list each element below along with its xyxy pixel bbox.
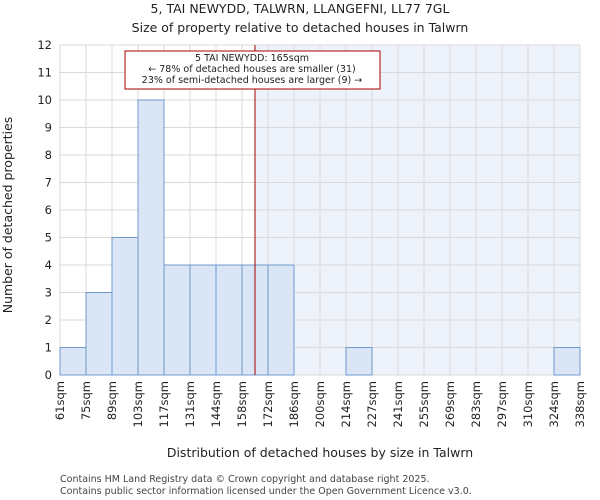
y-tick-label: 0 (45, 368, 52, 382)
bar (59, 347, 87, 376)
bar (111, 237, 139, 376)
annotation-line-3: 23% of semi-detached houses are larger (… (142, 75, 362, 86)
y-tick-label: 2 (45, 313, 52, 327)
annotation-line-1: 5 TAI NEWYDD: 165sqm (195, 53, 309, 64)
footer-line-2: Contains public sector information licen… (60, 486, 472, 497)
x-tick-label: 214sqm (339, 381, 353, 427)
x-tick-label: 338sqm (573, 381, 587, 427)
y-tick-label: 4 (45, 258, 52, 272)
x-tick-label: 324sqm (547, 381, 561, 427)
x-tick-label: 172sqm (261, 381, 275, 427)
x-tick-label: 103sqm (131, 381, 145, 427)
chart-subtitle: Size of property relative to detached ho… (132, 20, 469, 35)
x-tick-label: 200sqm (313, 381, 327, 427)
y-tick-label: 5 (45, 231, 52, 245)
annotation-box: 5 TAI NEWYDD: 165sqm ← 78% of detached h… (124, 50, 381, 90)
x-tick-label: 144sqm (209, 381, 223, 427)
x-tick-label: 89sqm (105, 381, 119, 420)
x-tick-label: 75sqm (79, 381, 93, 420)
x-tick-label: 158sqm (235, 381, 249, 427)
x-tick-label: 310sqm (521, 381, 535, 427)
x-tick-label: 227sqm (365, 381, 379, 427)
y-tick-label: 1 (45, 341, 52, 355)
annotation-frame (124, 50, 381, 90)
x-tick-label: 61sqm (53, 381, 67, 420)
x-tick-label: 241sqm (391, 381, 405, 427)
y-tick-label: 8 (45, 148, 52, 162)
y-tick-label: 12 (37, 38, 52, 52)
x-tick-label: 297sqm (495, 381, 509, 427)
x-tick-label: 269sqm (443, 381, 457, 427)
bar (85, 292, 113, 376)
x-axis-label: Distribution of detached houses by size … (167, 445, 473, 460)
bar (189, 264, 217, 376)
bar (345, 347, 373, 376)
y-tick-label: 7 (45, 176, 52, 190)
x-tick-label: 283sqm (469, 381, 483, 427)
x-tick-label: 131sqm (183, 381, 197, 427)
y-tick-label: 3 (45, 286, 52, 300)
chart-title: 5, TAI NEWYDD, TALWRN, LLANGEFNI, LL77 7… (151, 1, 450, 16)
y-tick-label: 9 (45, 121, 52, 135)
y-axis-label: Number of detached properties (0, 117, 15, 314)
bar (137, 99, 165, 376)
y-tick-label: 11 (37, 66, 52, 80)
bar (163, 264, 191, 376)
x-tick-label: 186sqm (287, 381, 301, 427)
x-tick-label: 255sqm (417, 381, 431, 427)
y-tick-label: 6 (45, 203, 52, 217)
y-tick-label: 10 (37, 93, 52, 107)
footer-line-1: Contains HM Land Registry data © Crown c… (60, 474, 430, 485)
bar (215, 264, 243, 376)
annotation-line-2: ← 78% of detached houses are smaller (31… (148, 64, 355, 75)
bar (267, 264, 295, 376)
x-tick-label: 117sqm (157, 381, 171, 427)
bar (553, 347, 581, 376)
